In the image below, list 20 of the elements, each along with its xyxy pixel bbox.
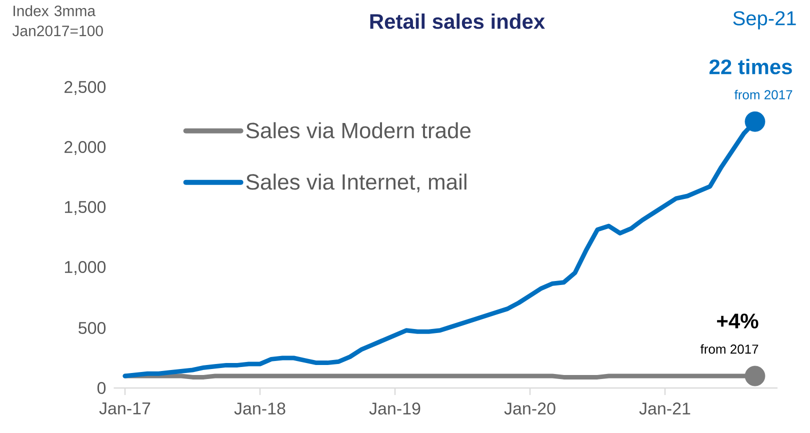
x-tick-label: Jan-17	[99, 402, 150, 414]
y-tick-label: 0	[97, 382, 106, 394]
x-tick-label: Jan-20	[504, 402, 556, 415]
y-tick-label: 1,500	[64, 200, 106, 216]
text: Sep-21	[733, 11, 796, 30]
x-tick-label: Jan-19	[369, 402, 420, 415]
annotation: from 2017	[734, 90, 792, 100]
x-tick-label: Jan-18	[234, 402, 286, 415]
y-tick-label: 2,000	[64, 140, 106, 156]
y-tick-label: 1,000	[64, 260, 106, 276]
y-tick-label: 500	[78, 322, 106, 334]
annotation: 22 times	[709, 58, 792, 74]
y-tick-label: 2,500	[64, 80, 106, 96]
legend-label: Sales via Modern trade	[246, 122, 471, 138]
x-tick-label: Jan-21	[639, 402, 690, 415]
annotation: +4%	[717, 314, 758, 328]
chart-title: Retail sales index	[370, 14, 545, 29]
legend-label: Sales via Internet, mail	[246, 174, 466, 192]
annotation: from 2017	[700, 344, 758, 354]
y-axis-title: Index 3mma Jan2017=100	[12, 5, 103, 36]
